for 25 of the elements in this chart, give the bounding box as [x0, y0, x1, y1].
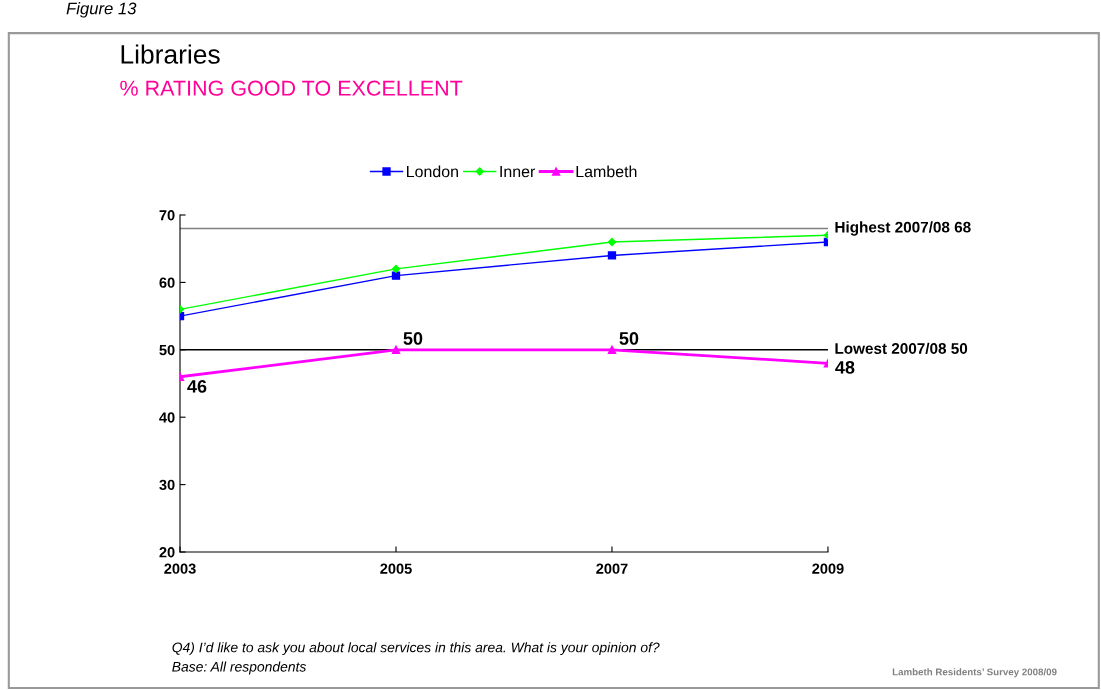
chart-title: Libraries — [121, 44, 220, 64]
data-label: 50 — [619, 332, 639, 345]
x-tick-label: 2003 — [164, 563, 196, 574]
legend-label: Lambeth — [576, 165, 637, 178]
data-label: 50 — [403, 332, 423, 345]
legend-label: Inner — [500, 166, 536, 178]
x-tick-label: 2007 — [596, 563, 628, 574]
ref-line-label: Highest 2007/08 68 — [835, 221, 971, 236]
legend-label: London — [407, 165, 458, 178]
caption: Figure 13 — [66, 2, 137, 18]
y-tick-label: 20 — [159, 547, 175, 558]
y-tick-label: 70 — [159, 210, 175, 221]
y-tick-label: 50 — [159, 344, 175, 356]
text: Lambeth Residents’ Survey 2008/09 — [892, 668, 1057, 678]
text: Base: All respondents — [172, 661, 307, 675]
ref-line-label: Lowest 2007/08 50 — [835, 342, 968, 355]
y-tick-label: 40 — [159, 412, 175, 423]
y-tick-label: 30 — [159, 479, 175, 491]
data-label: 48 — [835, 360, 855, 374]
x-tick-label: 2009 — [812, 563, 844, 574]
text: Q4) I’d like to ask you about local services in this area. What is your opinion of? — [172, 642, 660, 656]
y-tick-label: 60 — [159, 277, 175, 288]
data-label: 46 — [187, 380, 207, 393]
x-tick-label: 2005 — [380, 563, 412, 574]
chart-subtitle: % RATING GOOD TO EXCELLENT — [120, 80, 463, 96]
